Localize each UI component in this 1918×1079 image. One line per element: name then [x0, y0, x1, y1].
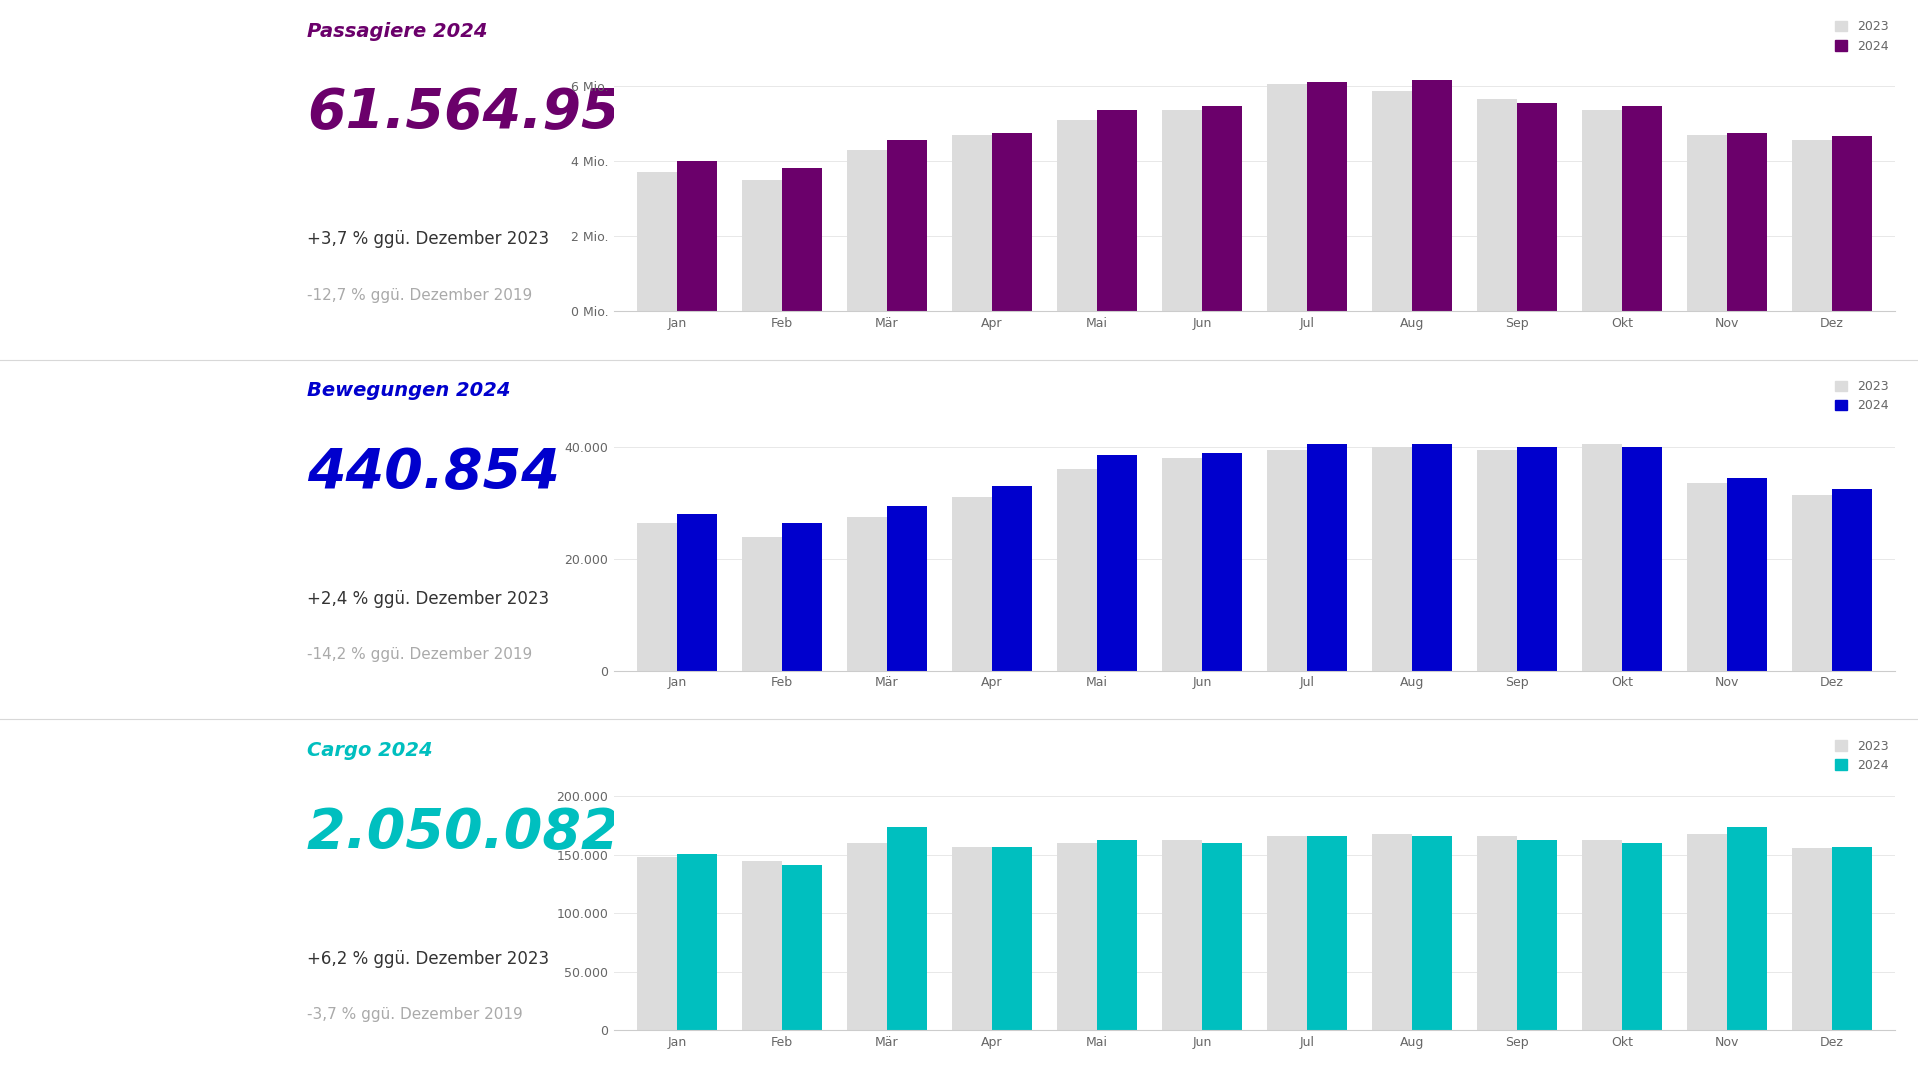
- Bar: [992, 847, 1032, 1030]
- Bar: [783, 865, 821, 1030]
- Bar: [1726, 478, 1766, 671]
- Bar: [848, 150, 886, 311]
- Bar: [951, 497, 992, 671]
- Bar: [1832, 847, 1872, 1030]
- Bar: [1832, 136, 1872, 311]
- Bar: [1477, 450, 1517, 671]
- Bar: [1412, 836, 1452, 1030]
- Text: Cargo 2024: Cargo 2024: [307, 741, 433, 760]
- Bar: [1162, 110, 1203, 311]
- Bar: [1791, 494, 1832, 671]
- Bar: [677, 161, 717, 311]
- Bar: [637, 522, 677, 671]
- Text: Passagiere 2024: Passagiere 2024: [307, 22, 487, 41]
- Text: +2,4 % ggü. Dezember 2023: +2,4 % ggü. Dezember 2023: [307, 590, 549, 607]
- Bar: [1582, 445, 1623, 671]
- Bar: [1162, 459, 1203, 671]
- Bar: [1268, 84, 1306, 311]
- Bar: [742, 861, 783, 1030]
- Text: +3,7 % ggü. Dezember 2023: +3,7 % ggü. Dezember 2023: [307, 230, 549, 248]
- Bar: [1371, 834, 1412, 1030]
- Bar: [637, 857, 677, 1030]
- Bar: [1268, 450, 1306, 671]
- Bar: [886, 827, 926, 1030]
- Bar: [783, 522, 821, 671]
- Bar: [742, 180, 783, 311]
- Bar: [848, 517, 886, 671]
- Bar: [1582, 839, 1623, 1030]
- Bar: [1203, 107, 1241, 311]
- Bar: [1371, 92, 1412, 311]
- Bar: [1623, 447, 1661, 671]
- Bar: [1791, 140, 1832, 311]
- Text: 2.050.082 t: 2.050.082 t: [307, 806, 666, 860]
- Bar: [1203, 453, 1241, 671]
- Bar: [1268, 836, 1306, 1030]
- Bar: [1791, 848, 1832, 1030]
- Bar: [1517, 839, 1557, 1030]
- Bar: [848, 843, 886, 1030]
- Bar: [1688, 834, 1726, 1030]
- Bar: [1306, 82, 1346, 311]
- Text: -12,7 % ggü. Dezember 2019: -12,7 % ggü. Dezember 2019: [307, 288, 533, 303]
- Bar: [1371, 447, 1412, 671]
- Bar: [1057, 120, 1097, 311]
- Bar: [1412, 445, 1452, 671]
- Bar: [677, 853, 717, 1030]
- Bar: [1057, 843, 1097, 1030]
- Legend: 2023, 2024: 2023, 2024: [1836, 739, 1889, 771]
- Bar: [992, 133, 1032, 311]
- Bar: [1203, 843, 1241, 1030]
- Bar: [951, 847, 992, 1030]
- Bar: [742, 536, 783, 671]
- Text: -14,2 % ggü. Dezember 2019: -14,2 % ggü. Dezember 2019: [307, 647, 533, 663]
- Bar: [1057, 469, 1097, 671]
- Bar: [1306, 836, 1346, 1030]
- Bar: [1097, 839, 1137, 1030]
- Bar: [1832, 489, 1872, 671]
- Bar: [1477, 836, 1517, 1030]
- Bar: [886, 506, 926, 671]
- Bar: [677, 515, 717, 671]
- Bar: [783, 168, 821, 311]
- Bar: [992, 487, 1032, 671]
- Text: 440.854: 440.854: [307, 446, 560, 500]
- Bar: [1623, 843, 1661, 1030]
- Legend: 2023, 2024: 2023, 2024: [1836, 21, 1889, 53]
- Bar: [1726, 133, 1766, 311]
- Bar: [1582, 110, 1623, 311]
- Legend: 2023, 2024: 2023, 2024: [1836, 380, 1889, 412]
- Bar: [637, 173, 677, 311]
- Bar: [1162, 839, 1203, 1030]
- Text: -3,7 % ggü. Dezember 2019: -3,7 % ggü. Dezember 2019: [307, 1007, 524, 1022]
- Text: 61.564.957: 61.564.957: [307, 86, 658, 140]
- Text: +6,2 % ggü. Dezember 2023: +6,2 % ggü. Dezember 2023: [307, 950, 549, 968]
- Bar: [951, 135, 992, 311]
- Bar: [1623, 107, 1661, 311]
- Bar: [1412, 80, 1452, 311]
- Bar: [1688, 483, 1726, 671]
- Text: Bewegungen 2024: Bewegungen 2024: [307, 381, 510, 400]
- Bar: [1517, 103, 1557, 311]
- Bar: [1477, 99, 1517, 311]
- Bar: [1688, 135, 1726, 311]
- Bar: [1517, 447, 1557, 671]
- Bar: [886, 140, 926, 311]
- Bar: [1097, 110, 1137, 311]
- Bar: [1726, 827, 1766, 1030]
- Bar: [1097, 455, 1137, 671]
- Bar: [1306, 445, 1346, 671]
